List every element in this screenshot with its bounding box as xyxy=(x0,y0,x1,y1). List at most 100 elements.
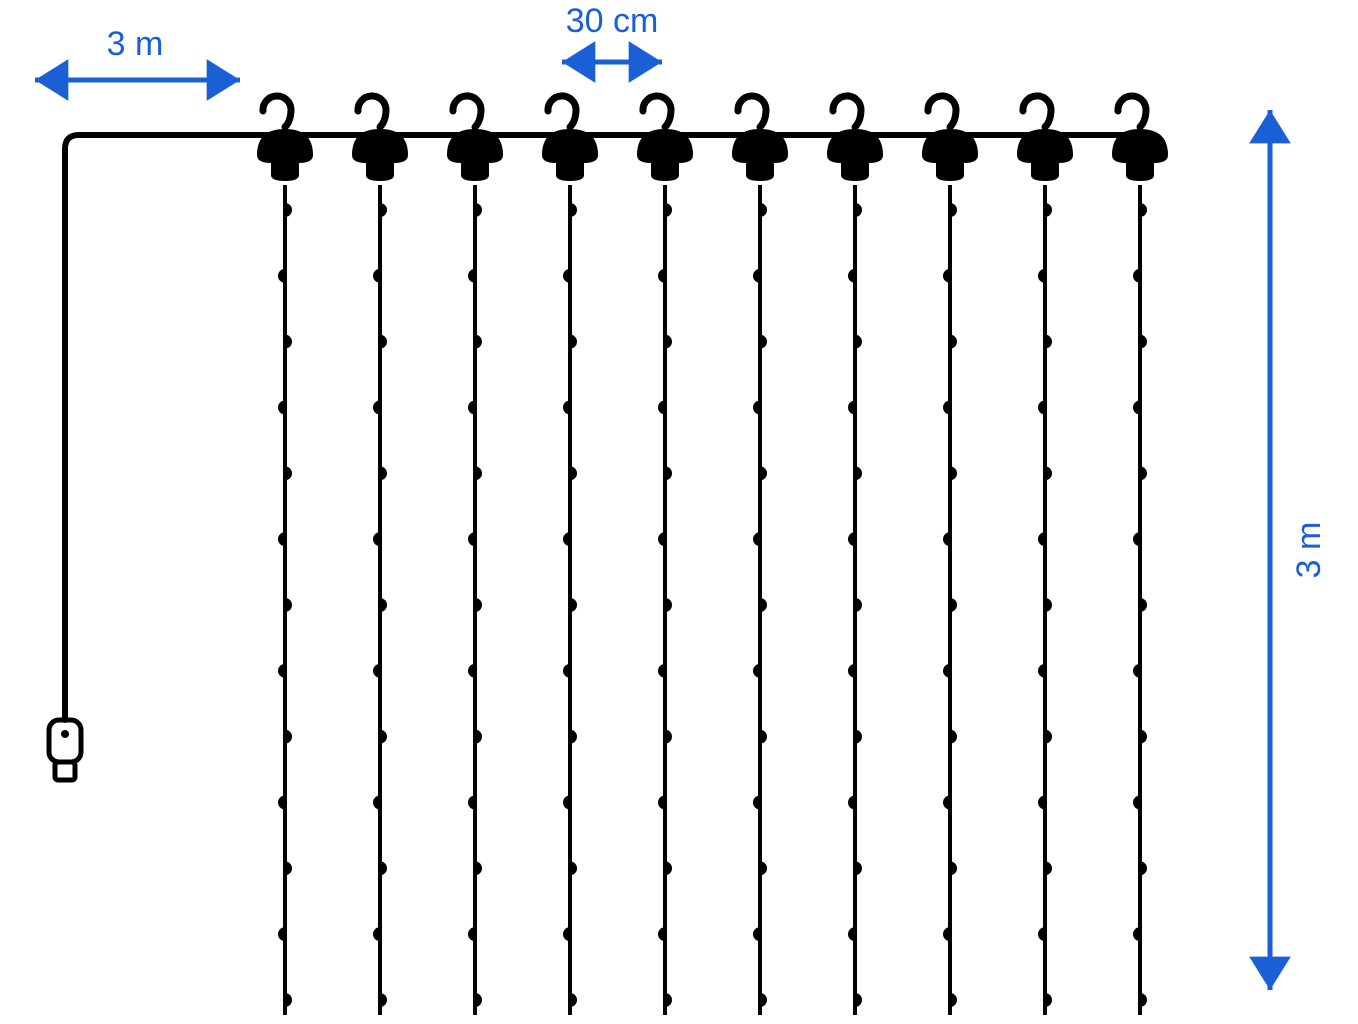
bulb-icon xyxy=(1140,730,1147,744)
bulb-icon xyxy=(468,664,475,678)
bulb-icon xyxy=(760,466,767,480)
hanger-icon xyxy=(542,129,598,181)
bulb-icon xyxy=(468,796,475,810)
hook-icon xyxy=(928,96,956,127)
bulb-icon xyxy=(665,335,672,349)
hanger-icon xyxy=(827,129,883,181)
bulb-icon xyxy=(468,269,475,283)
bulb-icon xyxy=(1140,335,1147,349)
bulb-icon xyxy=(563,927,570,941)
cable-length-label: 3 m xyxy=(107,25,164,63)
hanger-icon xyxy=(922,129,978,181)
bulb-icon xyxy=(950,730,957,744)
bulb-icon xyxy=(278,269,285,283)
bulb-icon xyxy=(855,993,862,1007)
bulb-icon xyxy=(1038,927,1045,941)
bulb-icon xyxy=(380,598,387,612)
bulb-icon xyxy=(373,401,380,415)
hook-icon xyxy=(833,96,861,127)
bulb-icon xyxy=(1038,796,1045,810)
strand-group xyxy=(827,96,883,1015)
bulb-icon xyxy=(855,466,862,480)
bulb-icon xyxy=(1133,269,1140,283)
bulb-icon xyxy=(943,532,950,546)
bulb-icon xyxy=(943,269,950,283)
bulb-icon xyxy=(848,269,855,283)
spacing-label: 30 cm xyxy=(566,2,659,40)
hook-icon xyxy=(453,96,481,127)
height-label: 3 m xyxy=(1290,522,1328,579)
bulb-icon xyxy=(950,466,957,480)
bulb-icon xyxy=(658,532,665,546)
bulb-icon xyxy=(1133,532,1140,546)
bulb-icon xyxy=(570,598,577,612)
bulb-icon xyxy=(943,927,950,941)
bulb-icon xyxy=(760,335,767,349)
bulb-icon xyxy=(665,730,672,744)
bulb-icon xyxy=(753,796,760,810)
bulb-icon xyxy=(373,927,380,941)
bulb-icon xyxy=(285,598,292,612)
bulb-icon xyxy=(855,861,862,875)
bulb-icon xyxy=(285,993,292,1007)
strand-group xyxy=(732,96,788,1015)
bulb-icon xyxy=(950,861,957,875)
strand-group xyxy=(542,96,598,1015)
bulb-icon xyxy=(380,730,387,744)
bulb-icon xyxy=(1140,861,1147,875)
bulb-icon xyxy=(665,993,672,1007)
bulb-icon xyxy=(278,796,285,810)
bulb-icon xyxy=(278,532,285,546)
bulb-icon xyxy=(468,401,475,415)
bulb-icon xyxy=(1038,532,1045,546)
bulb-icon xyxy=(753,927,760,941)
bulb-icon xyxy=(855,335,862,349)
bulb-icon xyxy=(1045,993,1052,1007)
bulb-icon xyxy=(570,993,577,1007)
bulb-icon xyxy=(468,927,475,941)
curtain-light-diagram: 3 m 30 cm 3 m xyxy=(0,0,1358,1024)
bulb-icon xyxy=(1133,796,1140,810)
bulb-icon xyxy=(943,664,950,678)
strand-group xyxy=(447,96,503,1015)
bulb-icon xyxy=(475,466,482,480)
bulb-icon xyxy=(373,532,380,546)
hook-icon xyxy=(1118,96,1146,127)
bulb-icon xyxy=(563,532,570,546)
bulb-icon xyxy=(658,796,665,810)
bulb-icon xyxy=(380,861,387,875)
strand-group xyxy=(1112,96,1168,1015)
bulb-icon xyxy=(1140,203,1147,217)
bulb-icon xyxy=(848,532,855,546)
hook-icon xyxy=(263,96,291,127)
bulb-icon xyxy=(1038,269,1045,283)
bulb-icon xyxy=(1045,861,1052,875)
bulb-icon xyxy=(658,664,665,678)
bulb-icon xyxy=(753,269,760,283)
bulb-icon xyxy=(1140,598,1147,612)
bulb-icon xyxy=(570,861,577,875)
bulb-icon xyxy=(658,269,665,283)
bulb-icon xyxy=(570,466,577,480)
strand-group xyxy=(922,96,978,1015)
hook-icon xyxy=(548,96,576,127)
strand-group xyxy=(352,96,408,1015)
bulb-icon xyxy=(760,861,767,875)
bulb-icon xyxy=(760,730,767,744)
bulb-icon xyxy=(665,598,672,612)
strand-group xyxy=(1017,96,1073,1015)
bulb-icon xyxy=(475,993,482,1007)
bulb-icon xyxy=(373,269,380,283)
bulb-icon xyxy=(563,401,570,415)
bulb-icon xyxy=(950,203,957,217)
bulb-icon xyxy=(278,927,285,941)
bulb-icon xyxy=(285,466,292,480)
bulb-icon xyxy=(570,335,577,349)
bulb-icon xyxy=(1045,203,1052,217)
hanger-icon xyxy=(1112,129,1168,181)
bulb-icon xyxy=(380,335,387,349)
bulb-icon xyxy=(848,927,855,941)
bulb-icon xyxy=(380,203,387,217)
hanger-icon xyxy=(447,129,503,181)
strand-group xyxy=(637,96,693,1015)
